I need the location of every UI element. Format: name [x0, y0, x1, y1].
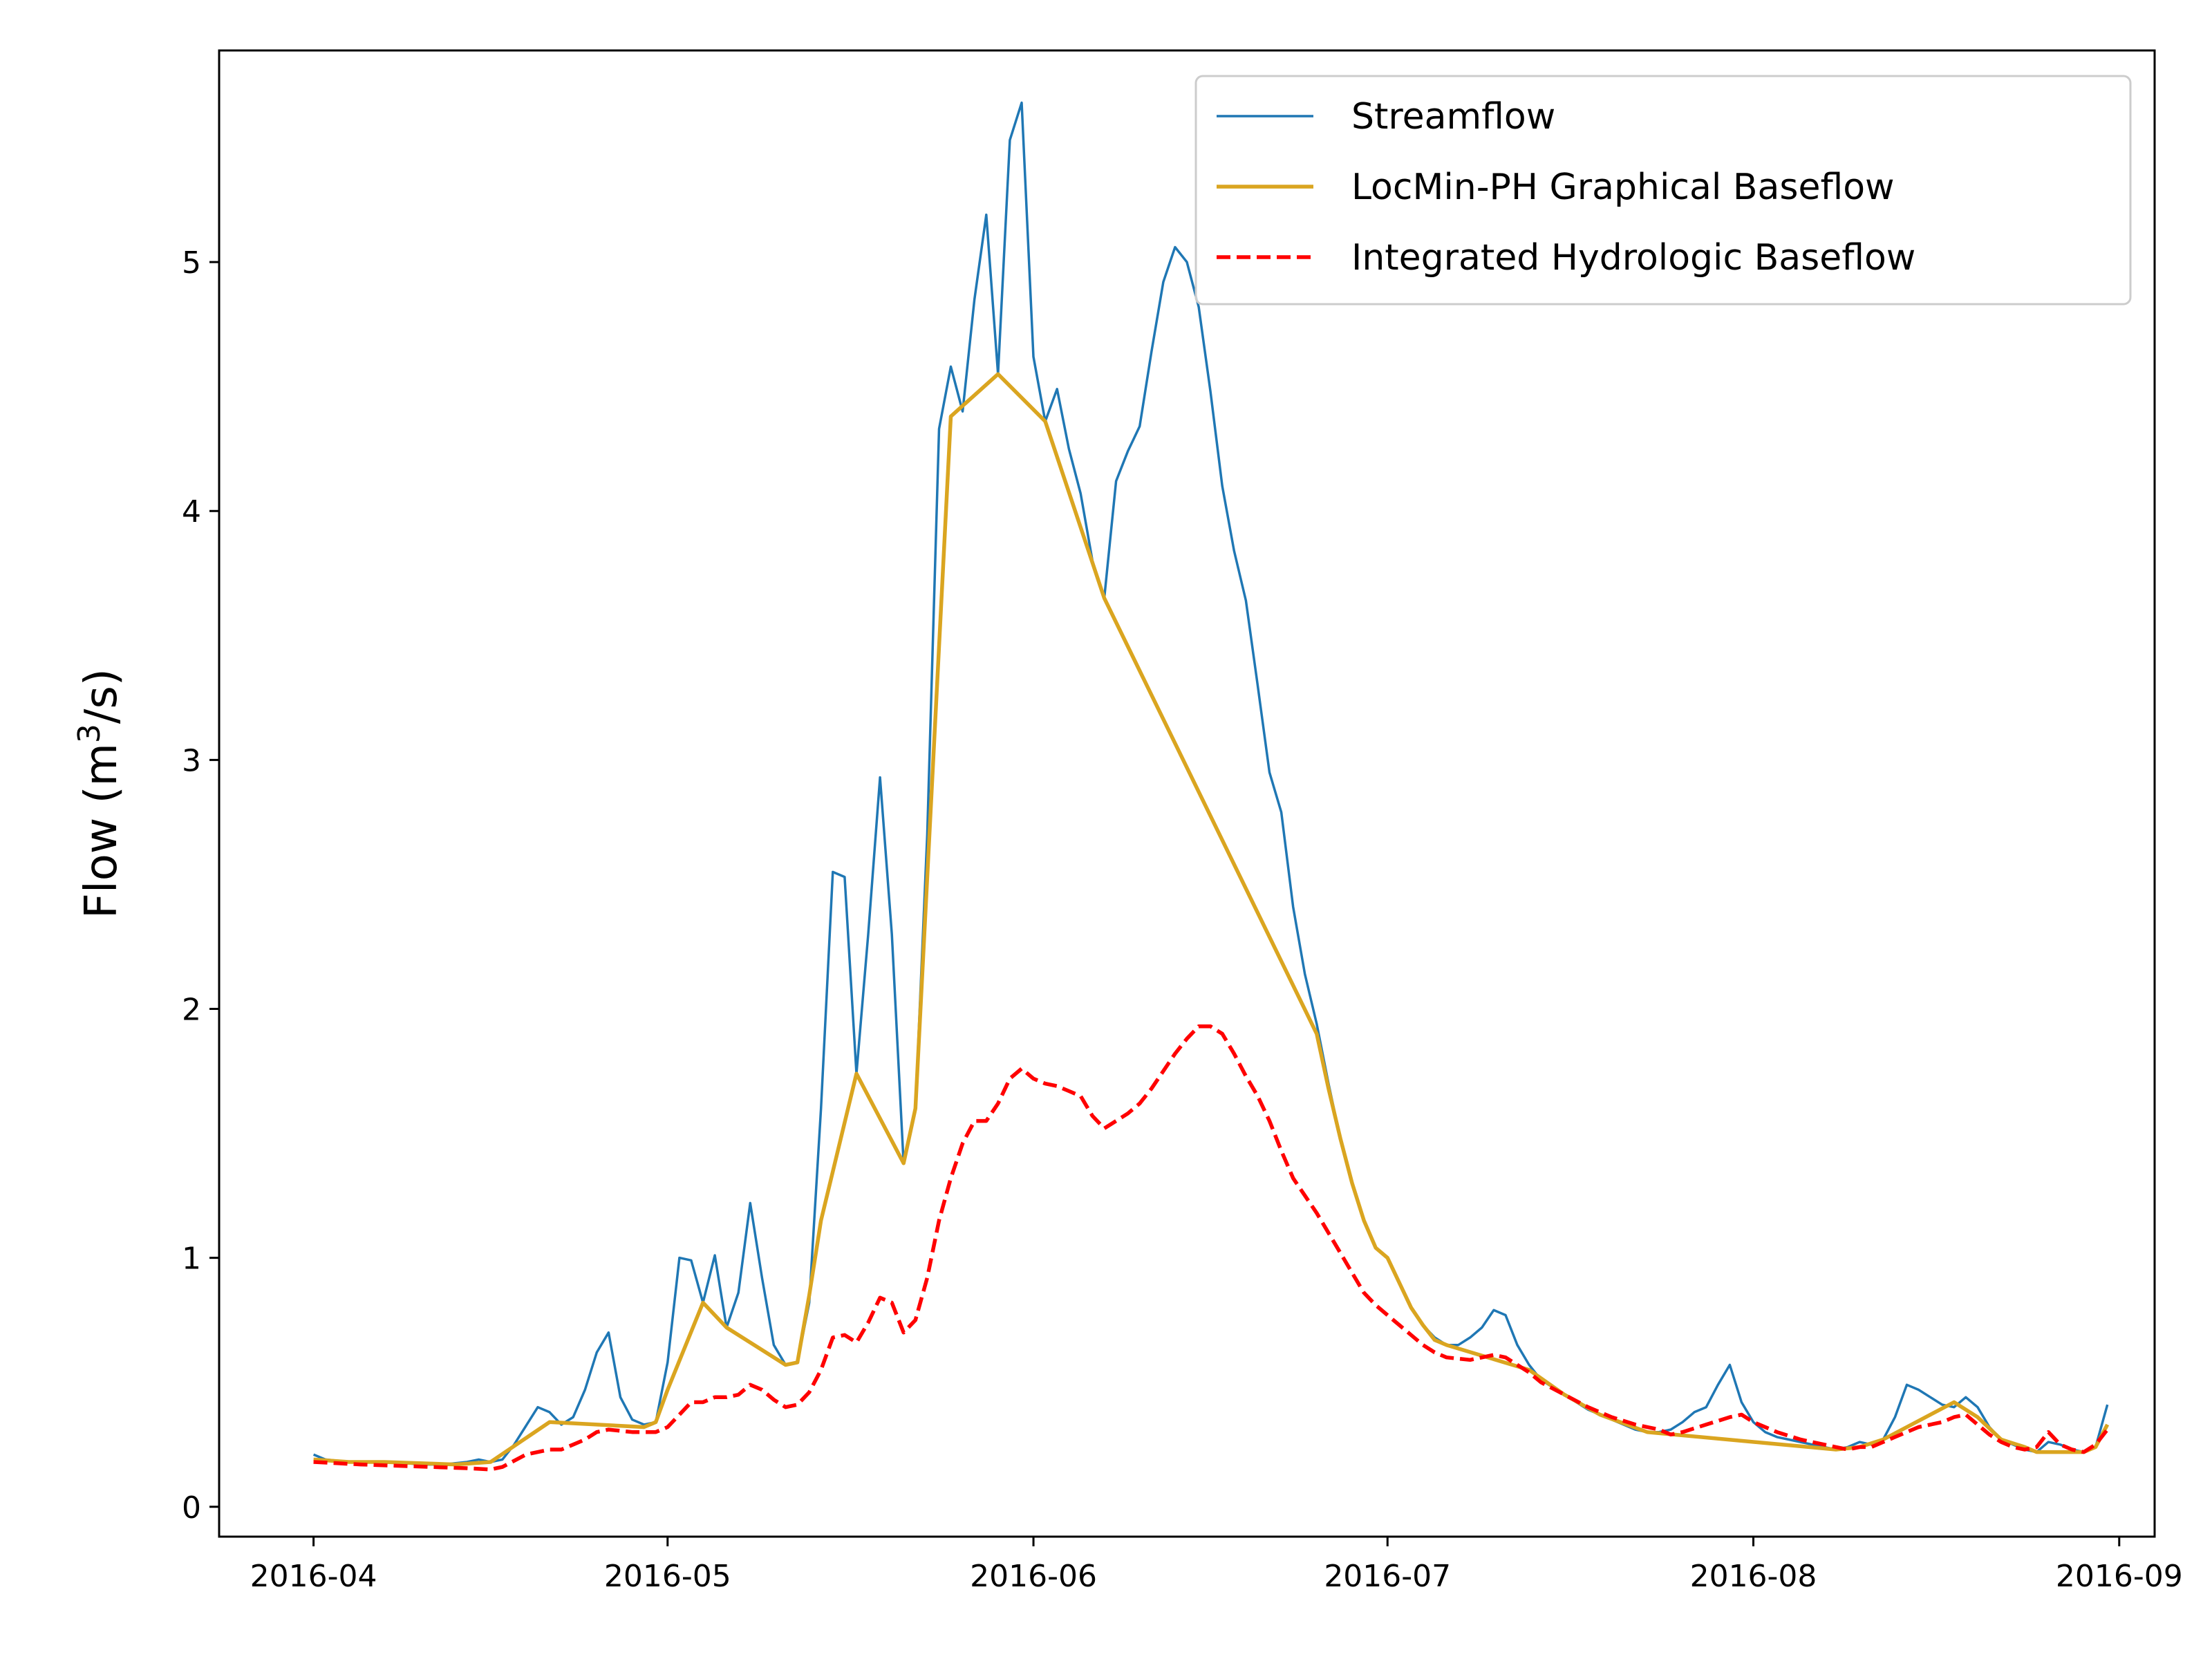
x-tick-label: 2016-06: [970, 1559, 1097, 1594]
series-line-1: [313, 372, 2110, 1467]
x-axis: 2016-04 2016-05 2016-06 2016-07 2016-08 2016-…: [250, 1537, 2183, 1594]
x-tick-label: 2016-09: [2056, 1559, 2183, 1594]
x-tick-label: 2016-07: [1324, 1559, 1451, 1594]
y-axis-label-superscript: 3: [72, 724, 107, 743]
plot-lines: [312, 101, 2110, 1472]
x-tick-label: 2016-04: [250, 1559, 377, 1594]
y-axis-label: Flow (m3/s): [72, 668, 127, 919]
y-tick-label: 3: [182, 743, 201, 778]
y-axis: 0 1 2 3 4 5: [182, 245, 219, 1526]
x-tick-label: 2016-08: [1690, 1559, 1817, 1594]
legend-frame: [1194, 75, 2132, 306]
legend: Streamflow LocMin-PH Graphical Baseflow …: [1194, 75, 2132, 306]
plot-frame: [218, 49, 2156, 1538]
legend-label-locmin-ph-baseflow: LocMin-PH Graphical Baseflow: [1351, 167, 1895, 208]
y-axis-label-main: Flow (m: [76, 743, 127, 919]
y-tick-label: 5: [182, 245, 201, 281]
legend-label-streamflow: Streamflow: [1351, 96, 1555, 138]
x-tick-label: 2016-05: [604, 1559, 731, 1594]
series-line-2: [313, 1024, 2109, 1472]
y-tick-label: 0: [182, 1490, 201, 1526]
y-tick-label: 4: [182, 494, 201, 529]
y-axis-label-tail: /s): [76, 668, 127, 724]
legend-label-integrated-hydrologic-baseflow: Integrated Hydrologic Baseflow: [1351, 237, 1915, 279]
y-tick-label: 2: [182, 993, 201, 1028]
y-tick-label: 1: [182, 1241, 201, 1277]
